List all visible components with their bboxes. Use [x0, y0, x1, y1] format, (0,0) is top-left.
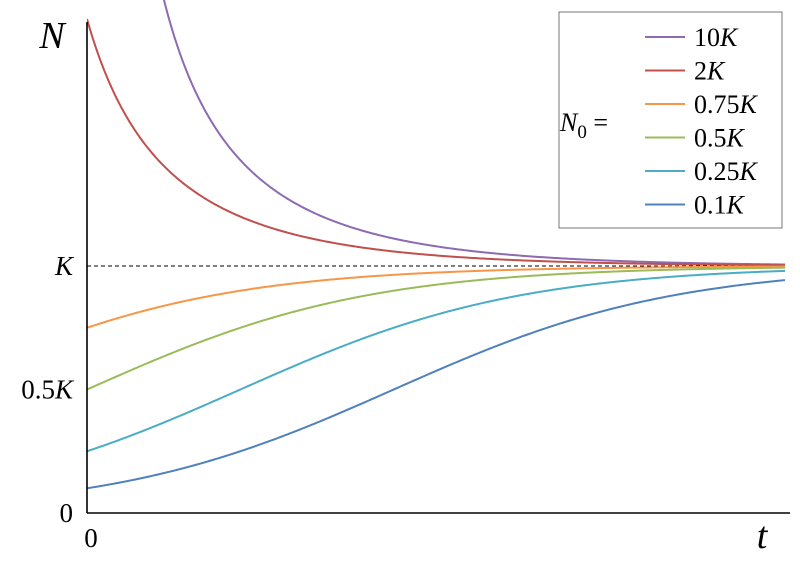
series-line-0_1K	[87, 279, 786, 490]
series-line-0_75K	[87, 265, 786, 329]
y-tick-label: 0	[60, 498, 74, 528]
series-line-10K	[162, 0, 786, 266]
legend-entry-label: 0.25K	[694, 157, 759, 186]
series-line-2K	[87, 18, 786, 267]
legend-entry-label: 10K	[694, 23, 739, 52]
legend-entry-label: 2K	[694, 57, 726, 86]
legend-entry-label: 0.5K	[694, 124, 746, 153]
x-axis-title: t	[757, 515, 769, 557]
y-tick-label: 0.5K	[21, 375, 75, 405]
legend-box	[558, 11, 783, 229]
legend-entry-label: 0.75K	[694, 90, 759, 119]
legend: N0 = 10K 2K 0.75K 0.5K 0.25K 0.1K	[558, 11, 783, 229]
axes-layer: Nt	[38, 15, 790, 557]
y-tick-label: K	[54, 251, 75, 281]
y-axis-title: N	[38, 15, 67, 57]
series-line-0_5K	[87, 266, 786, 391]
legend-entry-label: 0.1K	[694, 191, 746, 220]
x-tick-label: 0	[84, 523, 98, 553]
ticks-layer: 0 0.5K K 0	[21, 251, 98, 553]
legend-title: N0 =	[559, 108, 608, 143]
series-layer	[87, 0, 786, 490]
series-line-0_25K	[87, 269, 786, 453]
